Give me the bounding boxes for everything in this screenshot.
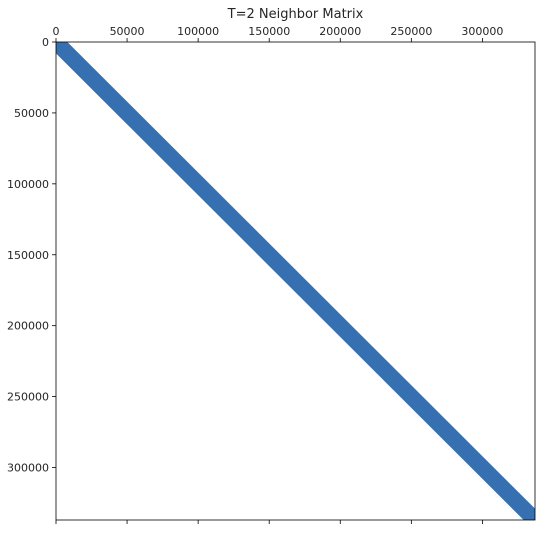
y-tick-label: 250000 [7, 391, 49, 404]
y-tick-label: 0 [42, 36, 49, 49]
plot-area [55, 41, 536, 521]
x-axis-top: 0 50000 100000 150000 200000 250000 300000 [53, 25, 503, 42]
plot-frame [55, 41, 536, 521]
y-axis-left: 0 50000 100000 150000 200000 250000 300000 [7, 36, 56, 475]
x-tick-label: 200000 [319, 25, 361, 38]
x-tick-label: 100000 [177, 25, 219, 38]
x-axis-bottom-ticks [55, 520, 483, 524]
y-tick-label: 50000 [14, 107, 49, 120]
x-tick-label: 50000 [110, 25, 145, 38]
diagonal-band [56, 42, 535, 520]
y-tick-label: 150000 [7, 249, 49, 262]
x-tick-label: 250000 [390, 25, 432, 38]
chart-title: T=2 Neighbor Matrix [227, 7, 364, 22]
x-tick-label: 0 [53, 25, 60, 38]
y-tick-label: 200000 [7, 320, 49, 333]
x-tick-label: 150000 [248, 25, 290, 38]
x-tick-label: 300000 [461, 25, 503, 38]
y-tick-label: 300000 [7, 462, 49, 475]
y-tick-label: 100000 [7, 178, 49, 191]
